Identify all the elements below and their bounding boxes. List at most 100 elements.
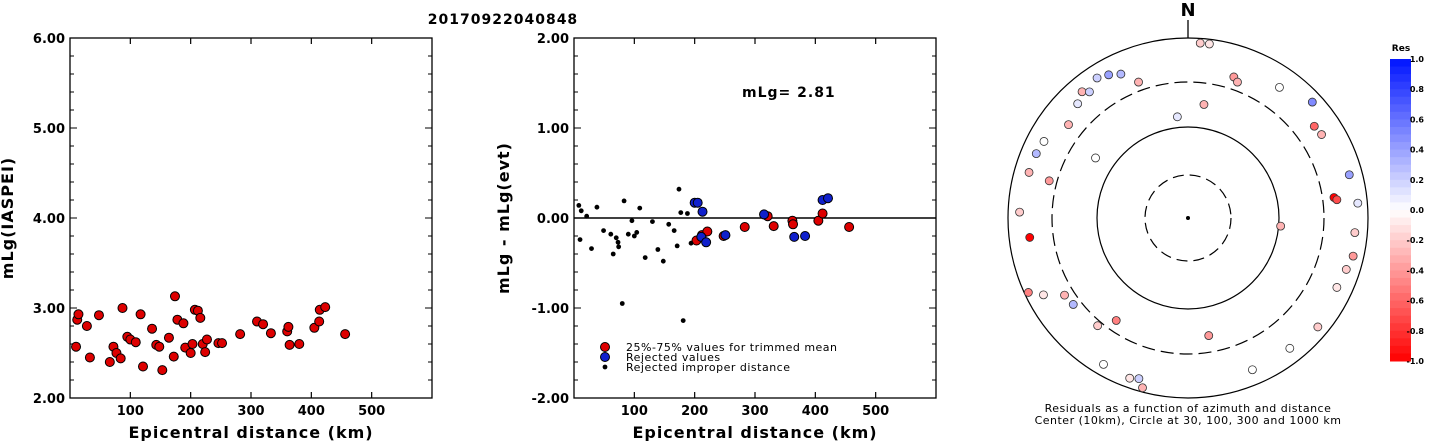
station-residual <box>1044 176 1054 186</box>
colorbar-cell <box>1390 262 1411 271</box>
rejected-point <box>720 230 731 241</box>
colorbar-cell <box>1390 134 1411 143</box>
rejected-point <box>823 193 834 204</box>
center-marker <box>1186 216 1190 220</box>
legend: 25%-75% values for trimmed mean Rejected… <box>600 341 837 374</box>
colorbar-cell <box>1390 59 1411 68</box>
station-residual <box>1068 300 1078 309</box>
improper-distance-point <box>642 255 648 260</box>
station-residual <box>1015 207 1025 217</box>
station-residual <box>1104 70 1114 80</box>
station-residual <box>1091 153 1100 163</box>
data-point <box>138 361 149 372</box>
station-residual <box>1350 228 1360 237</box>
improper-distance-point <box>615 239 621 245</box>
improper-distance-point <box>578 208 584 214</box>
data-point <box>168 351 179 362</box>
station-residual <box>1195 38 1205 48</box>
y-axis-label: mLg - mLg(evt) <box>494 142 513 294</box>
x-tick-label: 400 <box>802 404 829 419</box>
residual-panel: 100 200 300 400 500 -2.00 -1.00 0.00 1.00 2.00 mL… <box>494 32 937 441</box>
station-residual <box>1199 100 1209 109</box>
colorbar-cell <box>1390 126 1411 135</box>
colorbar-tick-label: 0.2 <box>1410 176 1424 185</box>
colorbar-tick-label: 0.0 <box>1410 206 1425 215</box>
station-residual <box>1313 322 1323 332</box>
x-tick-label: 500 <box>862 404 889 419</box>
x-tick-label: 500 <box>358 404 385 419</box>
improper-distance-point <box>674 243 680 249</box>
data-point <box>135 309 146 320</box>
colorbar-cell <box>1390 285 1411 294</box>
data-point <box>283 321 294 332</box>
station-residual <box>1125 373 1135 383</box>
polar-residual-panel: N Residuals as a function of azimuth and… <box>1007 0 1369 427</box>
data-point <box>84 352 95 363</box>
station-residual <box>1344 170 1354 180</box>
colorbar-cell <box>1390 142 1411 151</box>
improper-distance-point <box>625 231 631 237</box>
legend-blue-marker <box>600 352 610 362</box>
colorbar-tick-label: 0.8 <box>1410 85 1425 94</box>
colorbar-cell <box>1390 308 1411 317</box>
data-point <box>104 357 115 367</box>
data-point <box>200 347 211 358</box>
station-residual <box>1060 290 1069 300</box>
x-axis-label: Epicentral distance (km) <box>632 423 877 441</box>
colorbar-cell <box>1390 345 1411 354</box>
station-residual <box>1093 321 1103 331</box>
colorbar-tick-label: -0.6 <box>1407 297 1425 306</box>
station-residual <box>1233 77 1242 87</box>
data-point <box>195 312 206 323</box>
y-tick-label: 4.00 <box>33 212 65 227</box>
x-tick-label: 100 <box>621 404 648 419</box>
station-residual <box>1353 198 1363 208</box>
improper-distance-point <box>576 203 582 208</box>
colorbar-cell <box>1390 89 1411 98</box>
colorbar-cell <box>1390 293 1411 302</box>
colorbar-cell <box>1390 210 1411 219</box>
colorbar-cell <box>1390 270 1411 279</box>
improper-distance-point <box>655 247 661 252</box>
rejected-point <box>701 237 712 248</box>
colorbar-tick-label: 0.4 <box>1410 146 1425 155</box>
colorbar-cell <box>1390 149 1411 158</box>
ring-1000km <box>1007 37 1369 399</box>
colorbar-tick-label: -0.8 <box>1407 327 1425 336</box>
improper-distance-point <box>676 186 682 192</box>
data-point <box>117 303 128 313</box>
data-point <box>147 323 158 334</box>
station-residual <box>1276 221 1286 231</box>
colorbar-cell <box>1390 323 1411 332</box>
improper-distance-point <box>584 213 590 219</box>
y-tick-label: 0.00 <box>537 212 569 227</box>
data-point <box>284 339 295 350</box>
station-residual <box>1275 82 1284 92</box>
improper-distance-point <box>650 219 655 225</box>
rejected-point <box>692 197 703 208</box>
station-residual <box>1039 137 1049 146</box>
x-tick-label: 400 <box>298 404 325 419</box>
y-axis-label: mLg(IASPEI) <box>0 157 17 279</box>
station-residual <box>1025 233 1035 242</box>
data-point <box>314 316 325 327</box>
colorbar-cell <box>1390 66 1411 75</box>
colorbar-tick-label: -0.2 <box>1407 236 1425 245</box>
colorbar: Res 1.0 0.8 0.6 0.4 0.2 0.0 -0.2 -0.4 -0.6 -0.8 -1… <box>1390 44 1424 366</box>
trimmed-mean-point <box>844 222 855 232</box>
data-point <box>157 365 168 376</box>
y-tick-label: 5.00 <box>33 122 65 137</box>
data-point <box>130 337 141 348</box>
colorbar-cell <box>1390 217 1411 226</box>
colorbar-tick-label: 1.0 <box>1410 55 1425 64</box>
improper-distance-point <box>660 258 666 264</box>
station-residual <box>1247 365 1257 375</box>
colorbar-cell <box>1390 119 1411 128</box>
polar-caption-line2: Center (10km), Circle at 30, 100, 300 an… <box>1035 414 1342 427</box>
trimmed-mean-point <box>768 221 779 232</box>
trimmed-mean-point <box>817 208 828 219</box>
colorbar-cell <box>1390 277 1411 286</box>
legend-red-marker <box>600 342 610 352</box>
colorbar-cell <box>1390 172 1411 181</box>
station-residual <box>1023 288 1033 297</box>
